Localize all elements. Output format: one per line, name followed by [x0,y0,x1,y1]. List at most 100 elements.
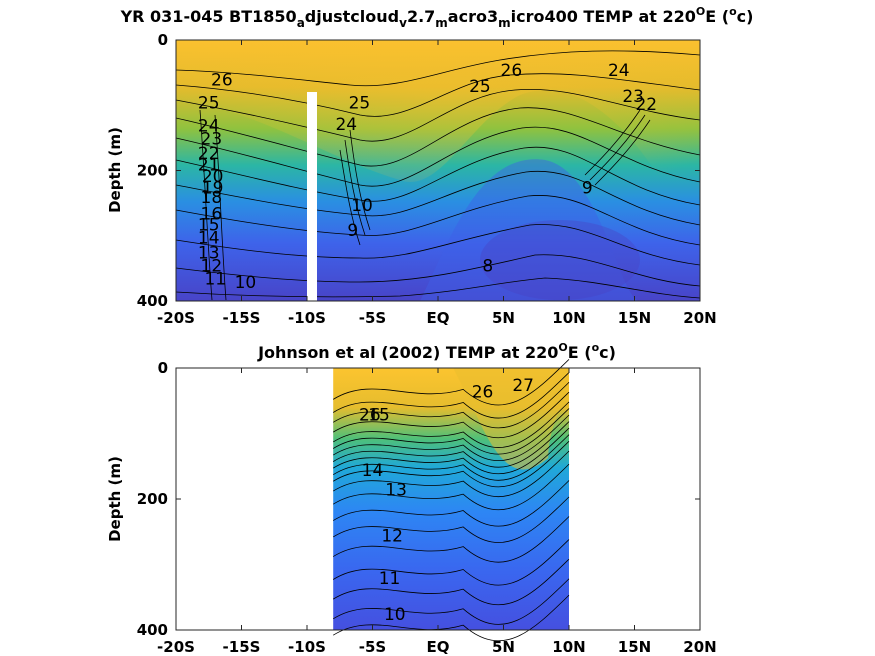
isotherm-bottom [332,594,570,642]
x-tick-label: EQ [427,309,450,327]
contour-label: 11 [379,569,401,589]
thermocline-ridge-top [176,40,700,230]
data-gap-top [307,92,317,301]
y-axis-bottom: 0 200 400 [137,359,700,639]
contours-top [175,50,701,301]
isotherm-bottom [332,440,570,488]
contour-label: 26 [501,61,523,81]
contour-label: 9 [347,221,358,241]
isotherm-bottom [332,480,570,527]
y-tick-label: 400 [137,621,168,639]
isotherm-bottom [332,427,570,475]
y-tick-label: 0 [158,31,168,49]
cold-core-top [480,220,640,300]
title-bottom: Johnson et al (2002) TEMP at 220OE (oc) [257,341,616,362]
contour-label: 23 [622,87,644,107]
contour-label: 11 [204,270,226,290]
x-axis-bottom: -20S -15S -10S -5S EQ 5N 10N 15N 20N [157,368,717,656]
title-top: YR 031-045 BT1850adjustcloudv2.7macro3mi… [120,5,754,30]
y-axis-top: 0 200 400 [137,31,700,310]
contour-label: 8 [482,257,493,277]
isotherm-bottom [332,391,570,439]
contour-label: 25 [469,77,491,97]
isotherm-bottom [332,516,570,563]
isotherm-bottom [332,408,570,455]
isotherm-bottom [332,434,570,481]
contour-label: 15 [368,405,390,425]
contour-label: 22 [635,95,657,115]
contour-label: 24 [198,116,220,136]
panel-top: YR 031-045 BT1850adjustcloudv2.7macro3mi… [106,5,753,327]
y-tick-label: 200 [137,490,168,508]
isotherm-bottom [332,414,570,462]
x-tick-label: -10S [288,309,326,327]
isotherm-bottom [332,372,570,419]
isotherm-bottom [332,421,570,468]
x-tick-label: -15S [223,309,261,327]
x-tick-label: -5S [359,309,386,327]
isotherm-bottom [332,539,570,586]
x-tick-label: 10N [552,638,585,656]
contour-label: 12 [201,257,223,277]
contour-label: 22 [198,144,220,164]
x-tick-label: 20N [683,638,716,656]
x-tick-label: -20S [157,638,195,656]
contour-label: 20 [202,167,224,187]
contour-label: 16 [201,204,223,224]
x-tick-label: -20S [157,309,195,327]
x-tick-label: -5S [359,638,386,656]
y-axis-label-top: Depth (m) [106,127,124,213]
x-axis-top: -20S -15S -10S -5S EQ 5N 10N 15N 20N [157,40,717,327]
isotherm-bottom [332,463,570,511]
warm-bump-top [420,159,640,301]
contour-label: 10 [235,273,257,293]
contour-label: 21 [198,156,220,176]
contour-label: 15 [198,216,220,236]
contour-label: 14 [362,461,384,481]
contour-label: 26 [211,71,233,91]
isotherm-bottom [332,496,570,543]
y-tick-label: 400 [137,292,168,310]
contour-label: 25 [198,94,220,114]
x-tick-label: 5N [492,309,515,327]
contour-label: 26 [472,382,494,402]
contour-label: 25 [349,94,371,114]
contour-label: 24 [608,61,630,81]
contour-label: 23 [201,129,223,149]
contour-label: 13 [385,481,407,501]
field-top [176,40,700,301]
isotherm-bottom [332,359,570,406]
contour-label: 26 [359,405,381,425]
isotherm-bottom [332,382,570,429]
x-tick-label: -10S [288,638,326,656]
y-axis-label-bottom: Depth (m) [106,456,124,542]
isotherm-bottom [332,558,570,606]
x-tick-label: -15S [223,638,261,656]
x-tick-label: 15N [618,638,651,656]
contour-label: 13 [198,244,220,264]
contour-label: 18 [201,188,223,208]
y-tick-label: 200 [137,162,168,180]
contour-label: 14 [198,229,220,249]
contour-label: 9 [582,178,593,198]
isotherm-bottom [332,450,570,498]
contour-label: 27 [512,376,534,396]
contour-label: 12 [381,527,403,547]
x-tick-label: 10N [552,309,585,327]
isotherm-bottom [332,578,570,625]
contour-label: 19 [202,178,224,198]
field-bottom [332,359,570,642]
x-tick-label: 20N [683,309,716,327]
warm-tongue-bottom [453,368,569,470]
contour-label: 24 [335,115,357,135]
contour-label: 10 [351,196,373,216]
x-tick-label: 15N [618,309,651,327]
isotherm-bottom [332,401,570,448]
contour-label: 10 [384,605,406,625]
x-tick-label: 5N [492,638,515,656]
y-tick-label: 0 [158,359,168,377]
x-tick-label: EQ [427,638,450,656]
